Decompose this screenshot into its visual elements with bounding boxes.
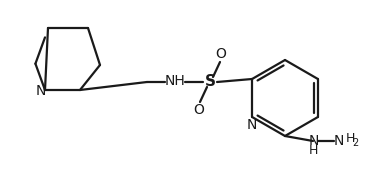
Text: N: N <box>36 84 46 98</box>
Text: H: H <box>308 143 318 156</box>
Text: N: N <box>334 134 344 148</box>
Text: O: O <box>194 103 204 117</box>
Text: NH: NH <box>164 74 185 88</box>
Text: 2: 2 <box>352 138 358 148</box>
Text: N: N <box>247 118 257 132</box>
Text: N: N <box>309 134 319 148</box>
Text: S: S <box>204 75 216 89</box>
Text: H: H <box>346 131 355 144</box>
Text: O: O <box>216 47 226 61</box>
